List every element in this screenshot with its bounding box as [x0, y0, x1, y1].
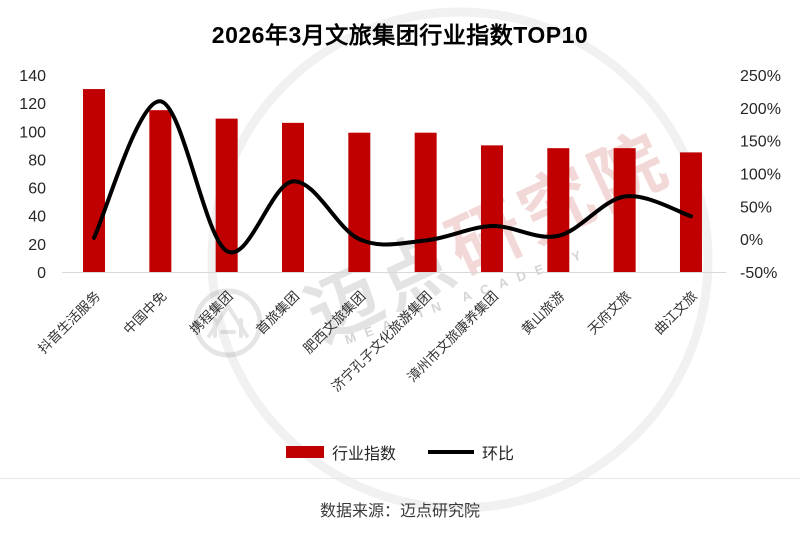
bar-首旅集团	[281, 122, 304, 272]
bar-黄山旅游	[547, 148, 570, 272]
legend-bar-label: 行业指数	[331, 446, 396, 463]
right-axis-tick: 0%	[740, 232, 763, 249]
legend-bar-swatch	[285, 446, 324, 458]
left-axis-tick: 20	[28, 237, 46, 254]
left-axis-tick: 100	[19, 124, 46, 141]
chart-canvas: 0 20 40 60 80 100 120 140 -50% 0% 50% 100% 150% 200% 2…	[19, 68, 781, 395]
bar-济宁孔子文化旅游集团	[414, 132, 437, 272]
right-axis-tick: 200%	[740, 101, 781, 118]
right-axis-tick: 50%	[740, 199, 772, 216]
x-axis-label-曲江文旅: 曲江文旅	[651, 289, 700, 338]
x-axis-label-中国中免: 中国中免	[121, 289, 170, 338]
bar-漳州市文旅康养集团	[480, 145, 503, 272]
x-axis-label-肥西文旅集团: 肥西文旅集团	[301, 289, 369, 357]
bar-天府文旅	[613, 148, 636, 272]
bar-中国中免	[149, 110, 172, 272]
left-axis-tick: 80	[28, 152, 46, 169]
footer-divider	[0, 478, 800, 479]
x-axis-label-抖音生活服务: 抖音生活服务	[35, 288, 104, 357]
bar-肥西文旅集团	[348, 132, 371, 272]
legend: 行业指数 环比	[0, 440, 800, 464]
x-axis-label-携程集团: 携程集团	[187, 289, 236, 338]
data-source: 数据来源：迈点研究院	[319, 503, 480, 520]
x-axis-label-天府文旅: 天府文旅	[585, 289, 634, 338]
x-axis-label-黄山旅游: 黄山旅游	[519, 289, 568, 338]
left-axis-tick: 120	[19, 96, 46, 113]
right-axis-tick: 100%	[740, 167, 781, 184]
bar-携程集团	[215, 118, 238, 272]
bar-曲江文旅	[679, 152, 702, 272]
x-axis-label-首旅集团: 首旅集团	[253, 289, 302, 338]
right-axis-tick: 250%	[740, 68, 781, 85]
mom-change-line	[92, 99, 693, 255]
page-title: 2026年3月文旅集团行业指数TOP10	[211, 22, 589, 48]
left-axis-tick: 40	[28, 209, 46, 226]
right-axis-tick: -50%	[740, 265, 777, 282]
legend-line-swatch	[428, 450, 474, 454]
legend-line-label: 环比	[482, 446, 515, 463]
left-axis-tick: 0	[37, 265, 46, 282]
left-axis-tick: 140	[19, 68, 46, 85]
left-axis-tick: 60	[28, 181, 46, 198]
right-axis-tick: 150%	[740, 134, 781, 151]
bar-抖音生活服务	[83, 89, 105, 272]
